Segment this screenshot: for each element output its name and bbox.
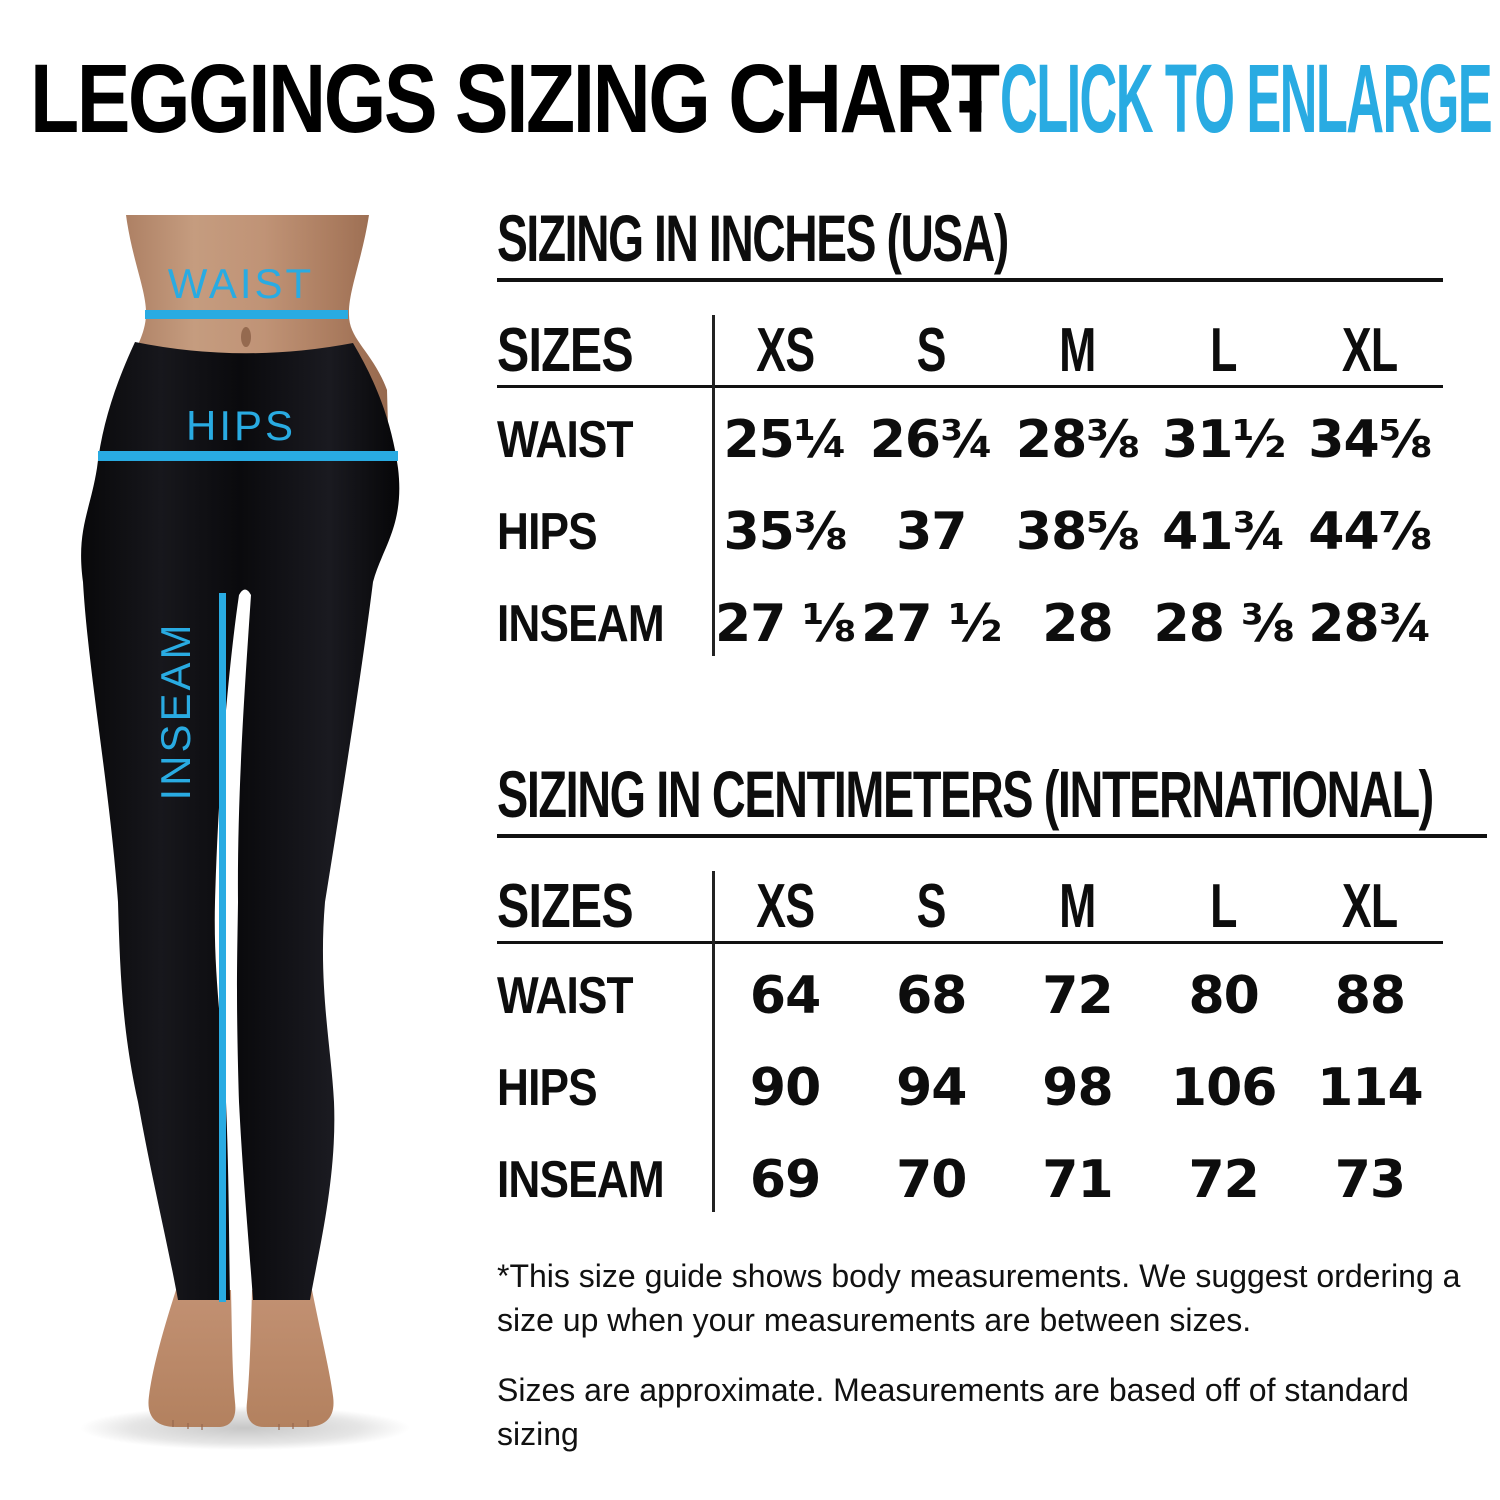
table-row-inseam-in: INSEAM 27 ⅛ 27 ½ 28 28 ⅜ 28¾ [497,578,1443,670]
cell-value: 106 [1170,1058,1278,1118]
footnote-approximate: Sizes are approximate. Measurements are … [497,1372,1409,1452]
hips-label: HIPS [186,402,296,449]
footnote-measurements: *This size guide shows body measurements… [497,1258,1461,1338]
inches-header-s: S [916,316,947,385]
cm-header-m: M [1059,872,1096,941]
inseam-line [219,593,226,1302]
inches-table-header: SIZES XS S M L XL [497,315,1443,388]
inches-header-m: M [1059,316,1096,385]
inches-header-xl: XL [1342,316,1398,385]
table-row-hips-in: HIPS 35⅜ 37 38⅝ 41¾ 44⅞ [497,486,1443,578]
cell-value: 28 [1042,594,1113,654]
cell-value: 72 [1188,1150,1260,1210]
row-label: HIPS [497,503,598,561]
leggings [81,342,400,1300]
cell-value: 114 [1317,1058,1424,1118]
right-foot [246,1290,334,1427]
centimeters-table-divider [712,871,715,1212]
cell-value: 94 [896,1058,967,1118]
cell-value: 28⅜ [1015,410,1140,470]
centimeters-table-header: SIZES XS S M L XL [497,871,1443,944]
cell-value: 69 [749,1150,821,1210]
inseam-label: INSEAM [152,621,199,800]
inches-table-divider [712,315,715,656]
cell-value: 27 ⅛ [714,594,856,654]
table-row-inseam-cm: INSEAM 69 70 71 72 73 [497,1134,1443,1226]
page-title: LEGGINGS SIZING CHART [30,44,1000,153]
leggings-figure-svg: WAIST HIPS INSEAM [80,215,410,1450]
floor-shadow [80,1406,410,1450]
cell-value: 27 ½ [861,594,1002,654]
row-label: WAIST [497,411,634,469]
table-row-hips-cm: HIPS 90 94 98 106 114 [497,1042,1443,1134]
cell-value: 70 [896,1150,967,1210]
inches-table-body: WAIST 25¼ 26¾ 28⅜ 31½ 34⅝ HIPS 35⅜ 37 38… [497,388,1443,670]
inches-header-sizes: SIZES [497,316,634,385]
right-foot-toes [278,1420,309,1430]
cell-value: 64 [749,966,821,1026]
waist-line [145,310,348,319]
waist-label: WAIST [168,260,314,307]
cell-value: 28¾ [1308,594,1432,654]
left-foot [148,1290,236,1427]
cm-header-sizes: SIZES [497,872,634,941]
left-foot-toes [172,1420,203,1430]
leggings-measurement-figure[interactable]: WAIST HIPS INSEAM [60,180,480,1460]
hips-line [98,451,398,461]
inches-header-l: L [1210,316,1237,385]
sizing-tables-panel: SIZING IN INCHES (USA) SIZES XS S M L XL… [497,205,1487,1456]
click-to-enlarge-link[interactable]: CLICK TO ENLARGE [1000,44,1493,153]
cm-header-s: S [916,872,947,941]
centimeters-table: SIZES XS S M L XL WAIST 64 68 72 80 88 H… [497,838,1443,1226]
cm-header-xl: XL [1342,872,1398,941]
title-separator: - [956,44,985,153]
cell-value: 90 [749,1058,821,1118]
table-row-waist-in: WAIST 25¼ 26¾ 28⅜ 31½ 34⅝ [497,394,1443,486]
cell-value: 98 [1042,1058,1113,1118]
cell-value: 88 [1334,966,1406,1026]
cm-header-xs: XS [756,872,815,941]
cell-value: 26¾ [869,410,994,470]
inches-table: SIZES XS S M L XL WAIST 25¼ 26¾ 28⅜ 31½ … [497,282,1443,670]
cell-value: 37 [896,502,967,562]
row-label: INSEAM [497,1151,665,1209]
row-label: WAIST [497,967,634,1025]
centimeters-table-body: WAIST 64 68 72 80 88 HIPS 90 94 98 106 1… [497,944,1443,1226]
cell-value: 72 [1042,966,1113,1026]
cell-value: 41¾ [1162,502,1286,562]
cell-value: 71 [1042,1150,1113,1210]
cell-value: 35⅜ [723,502,847,562]
inches-section-title: SIZING IN INCHES (USA) [497,205,1443,282]
cell-value: 34⅝ [1308,410,1432,470]
footnotes: *This size guide shows body measurements… [497,1254,1487,1456]
cell-value: 68 [896,966,967,1026]
row-label: INSEAM [497,595,665,653]
cell-value: 25¼ [723,410,847,470]
cm-header-l: L [1210,872,1237,941]
centimeters-section-title: SIZING IN CENTIMETERS (INTERNATIONAL) [497,761,1487,838]
cell-value: 38⅝ [1015,502,1140,562]
cell-value: 28 ⅜ [1153,594,1295,654]
cell-value: 80 [1188,966,1260,1026]
inches-header-xs: XS [756,316,815,385]
cell-value: 73 [1334,1150,1406,1210]
table-row-waist-cm: WAIST 64 68 72 80 88 [497,950,1443,1042]
cell-value: 44⅞ [1308,502,1432,562]
cell-value: 31½ [1162,410,1286,470]
row-label: HIPS [497,1059,598,1117]
navel [241,327,251,347]
